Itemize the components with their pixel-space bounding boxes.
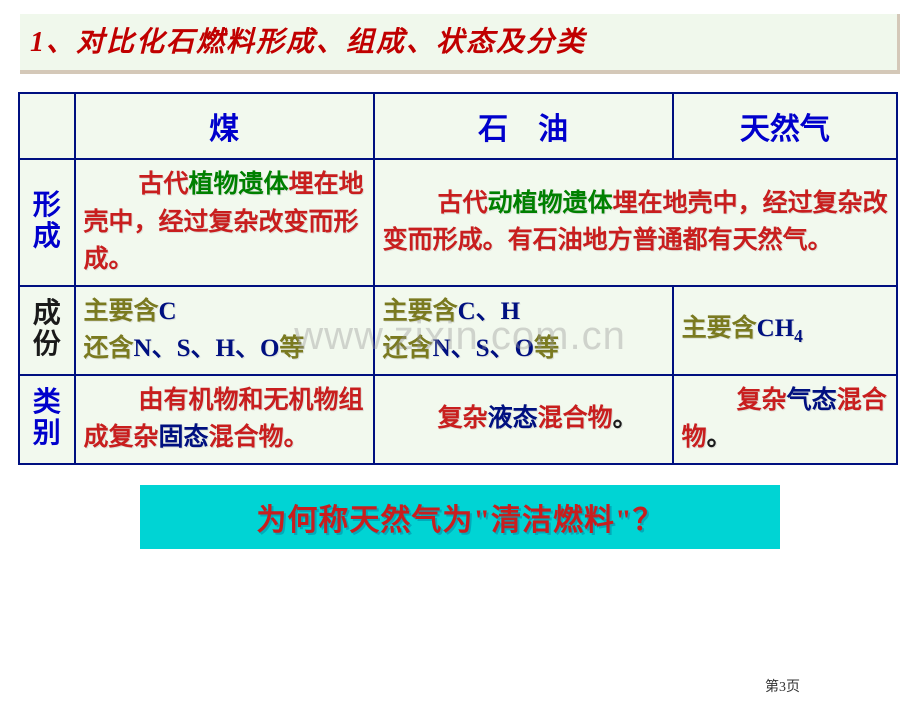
- header-blank: [19, 93, 75, 159]
- cell-composition-coal: 主要含C 还含N、S、H、O等: [75, 286, 374, 375]
- comparison-table: 煤 石 油 天然气 形成 古代植物遗体埋在地壳中，经过复杂改变而形成。 古代动植…: [18, 92, 898, 465]
- txt: N、S、O: [433, 335, 534, 362]
- txt: 古代: [438, 190, 488, 217]
- txt: 为何称天然气为: [256, 504, 473, 537]
- txt: 固态: [159, 424, 209, 451]
- cell-composition-gas: 主要含CH4: [673, 286, 897, 375]
- txt: 主要含: [383, 298, 458, 325]
- txt: 动植物遗体: [488, 190, 613, 217]
- txt: 还含: [383, 335, 433, 362]
- txt: 。: [707, 424, 732, 451]
- txt: 复杂: [438, 405, 488, 432]
- row-label-category-text: 类别: [28, 388, 66, 450]
- txt: 主要含: [682, 315, 757, 342]
- table-header-row: 煤 石 油 天然气: [19, 93, 897, 159]
- cell-formation-oilgas: 古代动植物遗体埋在地壳中，经过复杂改变而形成。有石油地方普通都有天然气。: [374, 159, 897, 286]
- txt: 4: [794, 326, 803, 346]
- txt: 混合物。: [209, 424, 309, 451]
- cell-formation-coal: 古代植物遗体埋在地壳中，经过复杂改变而形成。: [75, 159, 374, 286]
- txt: "清洁燃料": [473, 504, 632, 537]
- txt: 液态: [488, 405, 538, 432]
- txt: 气态: [787, 387, 837, 414]
- txt: 混合物: [538, 405, 613, 432]
- row-formation: 形成 古代植物遗体埋在地壳中，经过复杂改变而形成。 古代动植物遗体埋在地壳中，经…: [19, 159, 897, 286]
- txt: CH: [757, 315, 795, 342]
- cell-category-gas: 复杂气态混合物。: [673, 375, 897, 464]
- header-gas: 天然气: [673, 93, 897, 159]
- cell-category-coal: 由有机物和无机物组成复杂固态混合物。: [75, 375, 374, 464]
- txt: 。: [613, 405, 638, 432]
- txt: 植物遗体: [189, 171, 289, 198]
- row-label-composition-text: 成份: [28, 299, 66, 361]
- page-title: 1、对比化石燃料形成、组成、状态及分类: [20, 14, 900, 74]
- txt: C、H: [458, 298, 521, 325]
- page-number: 第3页: [765, 676, 800, 696]
- txt: 还含: [84, 335, 134, 362]
- txt: 古代: [139, 171, 189, 198]
- header-coal: 煤: [75, 93, 374, 159]
- cell-composition-oil: 主要含C、H 还含N、S、O等: [374, 286, 673, 375]
- txt: 等: [534, 335, 559, 362]
- row-category: 类别 由有机物和无机物组成复杂固态混合物。 复杂液态混合物。 复杂气态混合物。: [19, 375, 897, 464]
- txt: ？: [633, 504, 664, 537]
- question-text: 为何称天然气为"清洁燃料"？: [256, 504, 663, 537]
- header-oil: 石 油: [374, 93, 673, 159]
- row-label-composition: 成份: [19, 286, 75, 375]
- question-bar: 为何称天然气为"清洁燃料"？: [140, 485, 780, 549]
- txt: 等: [279, 335, 304, 362]
- txt: N、S、H、O: [134, 335, 280, 362]
- row-label-category: 类别: [19, 375, 75, 464]
- row-label-formation: 形成: [19, 159, 75, 286]
- row-label-formation-text: 形成: [28, 191, 66, 253]
- txt: 复杂: [737, 387, 787, 414]
- cell-category-oil: 复杂液态混合物。: [374, 375, 673, 464]
- txt: 主要含: [84, 298, 159, 325]
- txt: C: [159, 298, 177, 325]
- row-composition: 成份 主要含C 还含N、S、H、O等 主要含C、H 还含N、S、O等 主要含CH…: [19, 286, 897, 375]
